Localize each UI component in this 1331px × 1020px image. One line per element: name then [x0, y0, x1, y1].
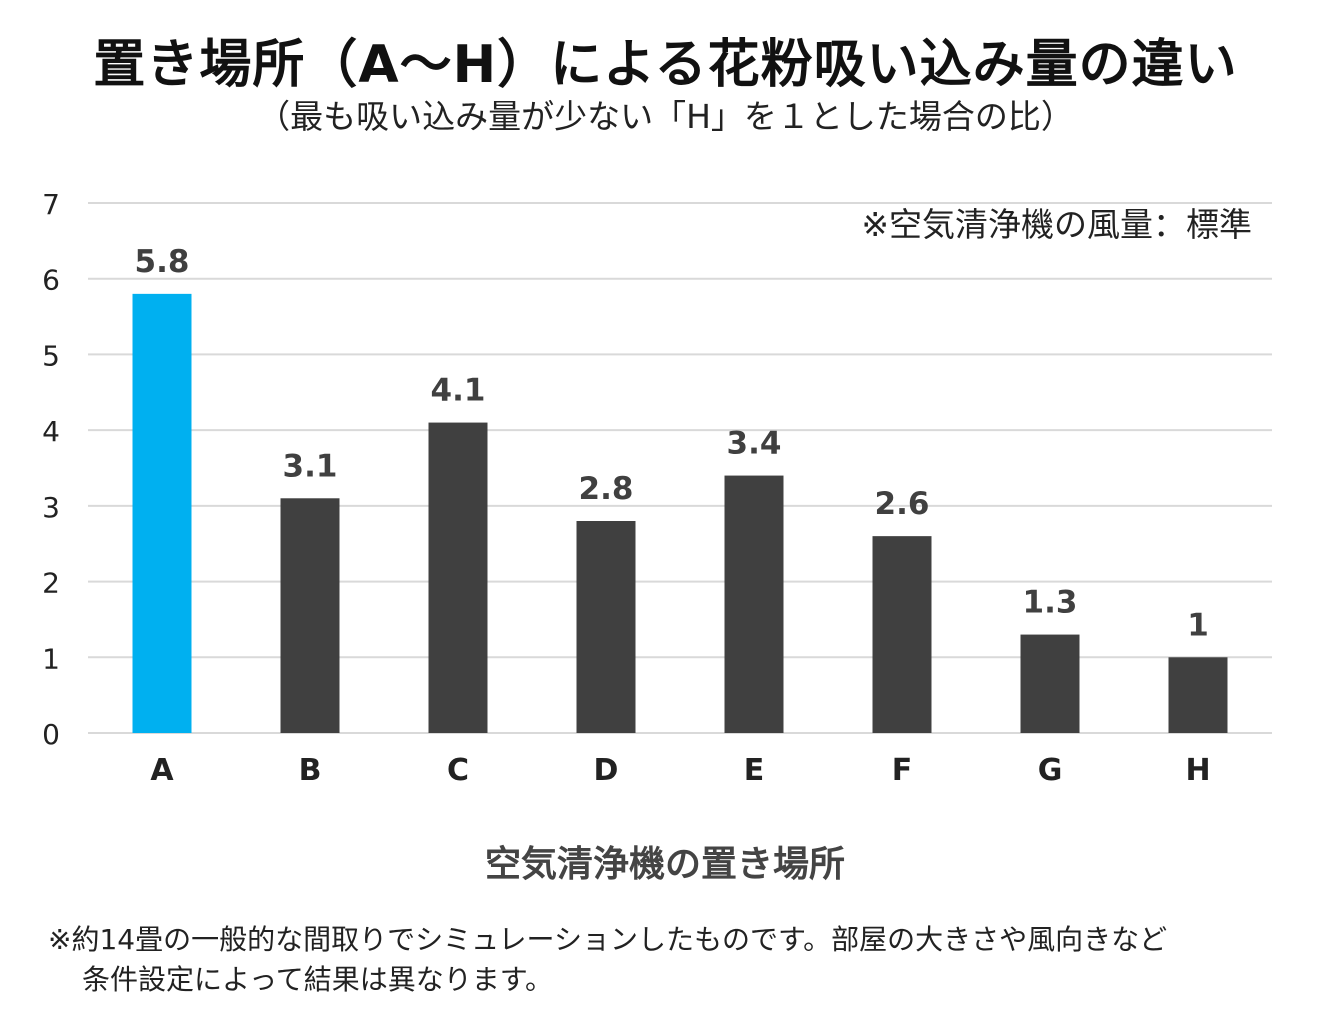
y-tick-label: 2 [42, 567, 60, 600]
y-tick-label: 5 [42, 339, 60, 372]
data-label: 3.1 [283, 448, 338, 484]
chart-title: 置き場所（A～H）による花粉吸い込み量の違い [93, 35, 1238, 95]
x-tick-label: C [447, 753, 469, 788]
y-tick-label: 1 [42, 642, 60, 675]
bars [132, 293, 1228, 733]
data-label: 5.8 [135, 244, 190, 280]
y-tick-label: 7 [42, 188, 60, 221]
footnote-line-1: ※約14畳の一般的な間取りでシミュレーションしたものです。部屋の大きさや風向きな… [48, 923, 1168, 956]
bar-E [724, 475, 784, 733]
bar-A [132, 293, 192, 733]
data-label: 4.1 [431, 373, 486, 409]
x-tick-label: B [299, 753, 322, 788]
data-label: 1.3 [1023, 585, 1078, 621]
y-tick-label: 4 [42, 415, 60, 448]
x-tick-label: D [594, 753, 619, 788]
footnote-line-2: 条件設定によって結果は異なります。 [82, 963, 553, 996]
bar-H [1168, 657, 1228, 733]
y-tick-label: 3 [42, 491, 60, 524]
data-label: 3.4 [727, 426, 782, 462]
chart-subtitle: （最も吸い込み量が少ない「H」を１とした場合の比） [257, 97, 1074, 136]
x-tick-label: G [1038, 753, 1063, 788]
bar-G [1020, 634, 1080, 733]
gridlines [88, 202, 1272, 734]
y-tick-label: 0 [42, 718, 60, 751]
y-tick-label: 6 [42, 264, 60, 297]
x-tick-label: A [150, 753, 174, 788]
chart-annotation: ※空気清浄機の風量：標準 [861, 205, 1252, 244]
data-labels: 5.8 3.1 4.1 2.8 3.4 2.6 1.3 1 [135, 244, 1209, 643]
bar-C [428, 422, 488, 733]
data-label: 2.6 [875, 486, 930, 522]
x-tick-label: E [744, 753, 765, 788]
bar-B [280, 498, 340, 733]
bar-D [576, 521, 636, 733]
x-axis-title: 空気清浄機の置き場所 [485, 844, 845, 885]
y-axis-ticks: 0 1 2 3 4 5 6 7 [42, 188, 60, 751]
x-axis-ticks: A B C D E F G H [150, 753, 1210, 788]
data-label: 2.8 [579, 471, 634, 507]
data-label: 1 [1187, 607, 1209, 643]
bar-chart: 0 1 2 3 4 5 6 7 5.8 3.1 4.1 2.8 3.4 2.6 1.3 1 A B C D E F G H… [42, 188, 1272, 885]
x-tick-label: H [1185, 753, 1210, 788]
footnote: ※約14畳の一般的な間取りでシミュレーションしたものです。部屋の大きさや風向きな… [48, 920, 1167, 1000]
x-tick-label: F [892, 753, 913, 788]
bar-F [872, 536, 932, 733]
